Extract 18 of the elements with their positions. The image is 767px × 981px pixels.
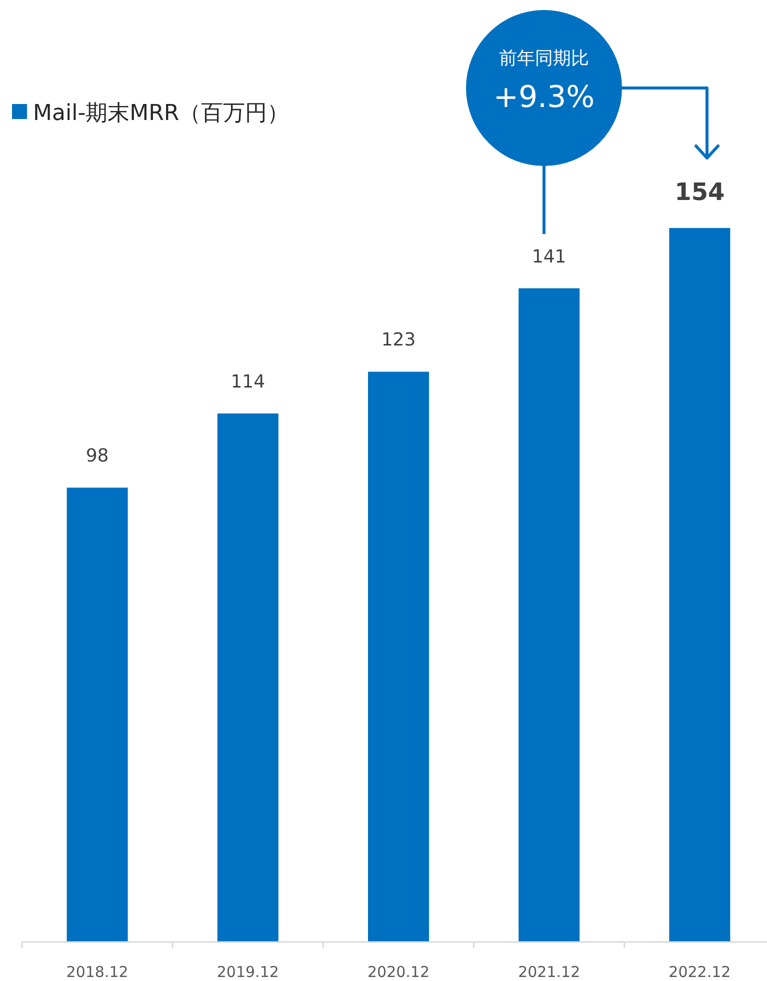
bar [518,288,580,942]
data-label: 98 [86,446,109,467]
x-tick-label: 2020.12 [367,963,430,981]
legend-label: Mail-期末MRR（百万円） [33,101,290,126]
data-label: 154 [674,178,725,206]
bar [368,372,429,942]
x-tick-label: 2021.12 [518,963,580,981]
text: 前年同期比 [499,48,589,69]
bar [217,413,278,942]
x-tick-label: 2019.12 [216,963,279,981]
text: +9.3% [493,80,595,115]
data-label: 123 [381,330,416,351]
data-label: 114 [230,371,266,392]
data-label: 141 [532,246,566,268]
x-tick-label: 2022.12 [668,963,731,981]
bar [669,228,730,942]
x-tick-label: 2018.12 [66,963,128,981]
bar [66,488,128,942]
